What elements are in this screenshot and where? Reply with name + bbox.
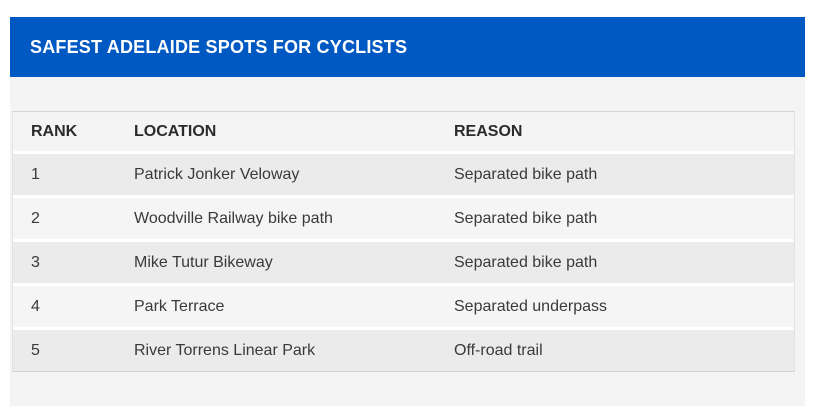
cell-location: Mike Tutur Bikeway — [116, 239, 436, 283]
panel-title: SAFEST ADELAIDE SPOTS FOR CYCLISTS — [30, 36, 408, 57]
cell-reason: Separated underpass — [436, 283, 794, 327]
table-row: 1 Patrick Jonker Veloway Separated bike … — [13, 151, 794, 195]
cell-location: Woodville Railway bike path — [116, 195, 436, 239]
column-header-location: LOCATION — [134, 123, 217, 140]
cell-rank: 2 — [13, 195, 116, 239]
column-header-rank: RANK — [31, 123, 78, 140]
table-row: 2 Woodville Railway bike path Separated … — [13, 195, 794, 239]
cell-location: Park Terrace — [116, 283, 436, 327]
column-header-reason: REASON — [454, 123, 523, 140]
table-row: 3 Mike Tutur Bikeway Separated bike path — [13, 239, 794, 283]
panel-title-bar: SAFEST ADELAIDE SPOTS FOR CYCLISTS — [10, 17, 805, 77]
table-header-row: RANK LOCATION REASON — [13, 112, 794, 151]
table-row: 5 River Torrens Linear Park Off-road tra… — [13, 327, 794, 371]
cell-rank: 5 — [13, 327, 116, 371]
cell-rank: 3 — [13, 239, 116, 283]
content-panel: SAFEST ADELAIDE SPOTS FOR CYCLISTS RANK … — [10, 17, 805, 406]
table-row: 4 Park Terrace Separated underpass — [13, 283, 794, 327]
cell-reason: Separated bike path — [436, 151, 794, 195]
cell-reason: Off-road trail — [436, 327, 794, 371]
cell-reason: Separated bike path — [436, 195, 794, 239]
safest-spots-table: RANK LOCATION REASON 1 Patrick Jonker Ve… — [12, 111, 795, 372]
cell-reason: Separated bike path — [436, 239, 794, 283]
cell-rank: 1 — [13, 151, 116, 195]
cell-rank: 4 — [13, 283, 116, 327]
cell-location: Patrick Jonker Veloway — [116, 151, 436, 195]
cell-location: River Torrens Linear Park — [116, 327, 436, 371]
